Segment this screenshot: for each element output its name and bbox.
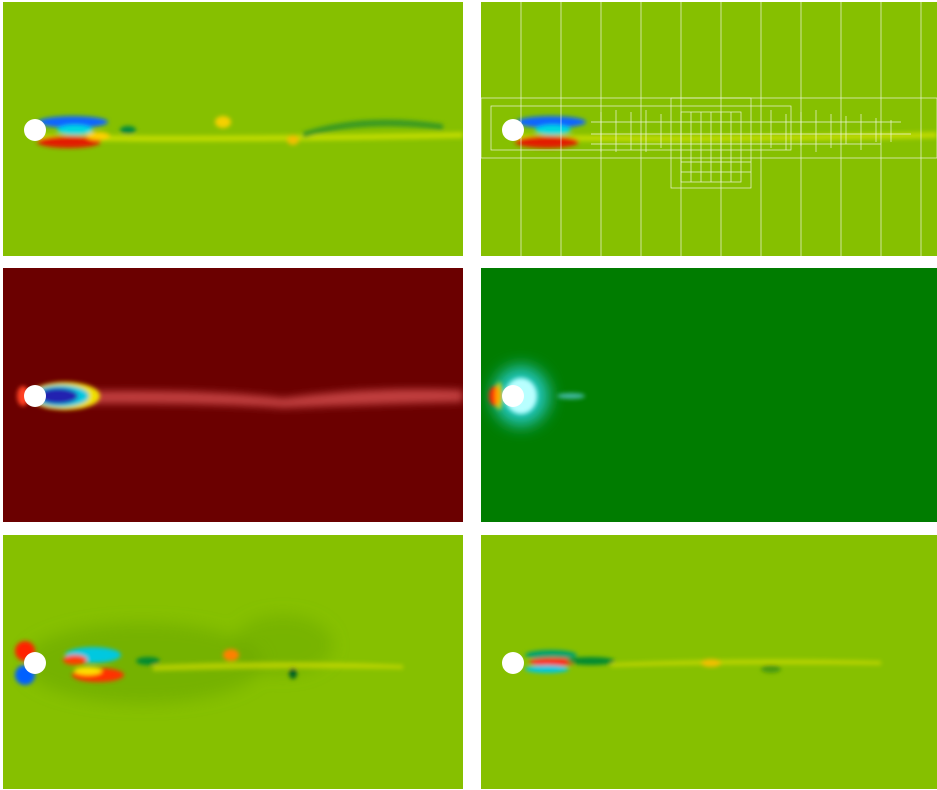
vortex (529, 658, 577, 666)
vortex (525, 665, 569, 673)
cylinder (24, 119, 46, 141)
cylinder (24, 385, 46, 407)
vortex (516, 116, 586, 128)
vortex (63, 655, 87, 665)
cylinder (502, 119, 524, 141)
wake-band (516, 132, 937, 142)
recirculation-zone (38, 388, 78, 404)
cylinder (502, 385, 524, 407)
panel-component-b (481, 535, 937, 789)
mesh-block (670, 97, 752, 189)
vortex (38, 116, 108, 128)
wake-band (43, 389, 463, 408)
vortex (86, 132, 110, 140)
vortex (701, 659, 721, 667)
panel-vorticity (3, 2, 463, 256)
shade (233, 615, 333, 675)
wake (37, 116, 463, 148)
panel-pressure (481, 268, 937, 522)
wake (43, 389, 463, 408)
mesh-lines (591, 121, 911, 173)
vortex (37, 136, 101, 148)
mesh-lines (600, 110, 892, 182)
high-pressure (495, 382, 503, 410)
panel-mesh (481, 2, 937, 256)
wake (525, 650, 881, 673)
vortex (215, 116, 231, 128)
cylinder (502, 652, 524, 674)
vortex (535, 125, 571, 135)
wake-band (303, 119, 443, 138)
vortex (223, 649, 239, 661)
panel-velocity (3, 268, 463, 522)
vortex (567, 657, 615, 665)
wake-band (38, 132, 463, 142)
vortex (761, 665, 781, 673)
wake-band (153, 662, 403, 671)
vortex (525, 650, 577, 660)
vortex (120, 126, 136, 134)
recirculation (17, 382, 100, 410)
vortex (557, 393, 585, 399)
wake-band (611, 659, 881, 667)
vortex (287, 135, 299, 145)
cylinder (24, 652, 46, 674)
vortex (136, 657, 160, 665)
background (481, 268, 937, 522)
vortex (515, 136, 579, 148)
vortex (57, 125, 93, 135)
mesh-block (490, 105, 792, 151)
wake (15, 641, 403, 685)
wake (515, 116, 937, 148)
panel-component-a (3, 535, 463, 789)
vortex (74, 667, 102, 675)
vortex (289, 667, 297, 679)
